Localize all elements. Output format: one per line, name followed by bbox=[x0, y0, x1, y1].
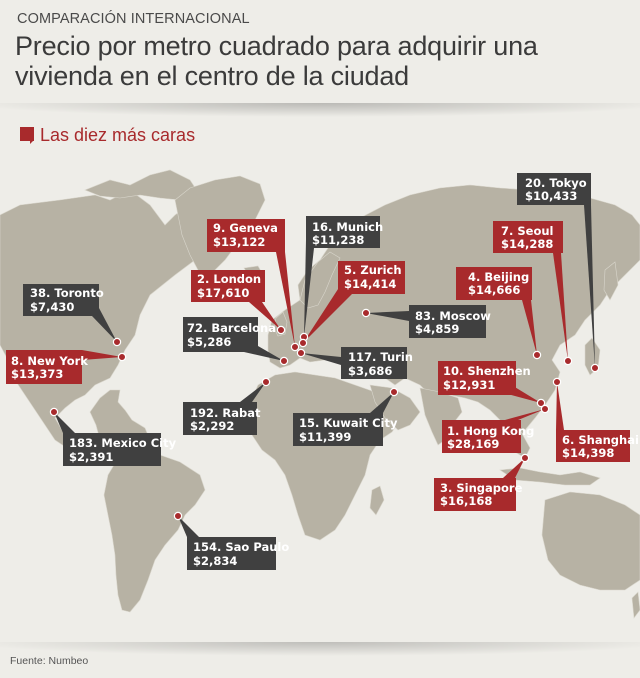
svg-text:2. London: 2. London bbox=[197, 272, 261, 286]
header: COMPARACIÓN INTERNACIONAL Precio por met… bbox=[0, 0, 640, 103]
svg-text:3. Singapore: 3. Singapore bbox=[440, 481, 523, 495]
leader-lines bbox=[54, 205, 595, 537]
title-line-1: Precio por metro cuadrado para adquirir … bbox=[15, 31, 538, 61]
dot-barcelona[interactable] bbox=[279, 356, 289, 366]
svg-text:183. Mexico City: 183. Mexico City bbox=[69, 436, 177, 450]
svg-text:$3,686: $3,686 bbox=[348, 364, 392, 378]
svg-text:154. Sao Paulo: 154. Sao Paulo bbox=[193, 540, 289, 554]
label-seoul: 7. Seoul $14,288 bbox=[493, 221, 563, 253]
dot-sao-paulo[interactable] bbox=[173, 511, 183, 521]
svg-text:1. Hong Kong: 1. Hong Kong bbox=[447, 424, 534, 438]
svg-text:$2,391: $2,391 bbox=[69, 450, 113, 464]
label-geneva: 9. Geneva $13,122 bbox=[207, 219, 285, 252]
svg-text:$7,430: $7,430 bbox=[30, 300, 74, 314]
label-toronto: 38. Toronto $7,430 bbox=[23, 284, 104, 316]
kicker: COMPARACIÓN INTERNACIONAL bbox=[17, 11, 250, 27]
label-rabat: 192. Rabat $2,292 bbox=[183, 402, 261, 435]
dot-london[interactable] bbox=[276, 325, 286, 335]
svg-text:$13,373: $13,373 bbox=[11, 367, 63, 381]
legend-label: Las diez más caras bbox=[40, 124, 196, 145]
svg-text:8. New York: 8. New York bbox=[11, 354, 88, 368]
svg-text:$17,610: $17,610 bbox=[197, 286, 249, 300]
dot-shenzhen[interactable] bbox=[536, 398, 546, 408]
label-sao-paulo: 154. Sao Paulo $2,834 bbox=[187, 537, 289, 570]
dot-shanghai[interactable] bbox=[552, 377, 562, 387]
city-dots bbox=[49, 308, 600, 521]
svg-text:$2,834: $2,834 bbox=[193, 554, 237, 568]
svg-text:4. Beijing: 4. Beijing bbox=[468, 270, 529, 284]
dot-mexico-city[interactable] bbox=[49, 407, 59, 417]
dot-toronto[interactable] bbox=[112, 337, 122, 347]
dot-moscow[interactable] bbox=[361, 308, 371, 318]
dot-zurich[interactable] bbox=[298, 338, 308, 348]
dot-kuwait[interactable] bbox=[389, 387, 399, 397]
dot-new-york[interactable] bbox=[117, 352, 127, 362]
label-moscow: 83. Moscow $4,859 bbox=[409, 305, 491, 338]
label-hong-kong: 1. Hong Kong $28,169 bbox=[442, 420, 534, 453]
label-kuwait-city: 15. Kuwait City $11,399 bbox=[293, 413, 398, 446]
label-london: 2. London $17,610 bbox=[191, 270, 265, 302]
svg-text:$5,286: $5,286 bbox=[187, 335, 231, 349]
svg-text:20. Tokyo: 20. Tokyo bbox=[525, 176, 587, 190]
title-line-2: vivienda en el centro de la ciudad bbox=[15, 61, 409, 91]
dot-tokyo[interactable] bbox=[590, 363, 600, 373]
svg-text:$16,168: $16,168 bbox=[440, 494, 492, 508]
svg-text:38. Toronto: 38. Toronto bbox=[30, 286, 104, 300]
svg-text:192. Rabat: 192. Rabat bbox=[190, 406, 261, 420]
svg-text:5. Zurich: 5. Zurich bbox=[344, 263, 402, 277]
source-note: Fuente: Numbeo bbox=[10, 655, 89, 667]
speech-bubble-icon bbox=[20, 127, 34, 144]
dot-geneva[interactable] bbox=[290, 342, 300, 352]
svg-text:$13,122: $13,122 bbox=[213, 235, 265, 249]
svg-text:$11,399: $11,399 bbox=[299, 430, 351, 444]
svg-text:6. Shanghai: 6. Shanghai bbox=[562, 433, 639, 447]
dot-turin[interactable] bbox=[296, 348, 306, 358]
label-new-york: 8. New York $13,373 bbox=[6, 350, 88, 384]
svg-text:7. Seoul: 7. Seoul bbox=[501, 224, 554, 238]
svg-text:$14,414: $14,414 bbox=[344, 277, 396, 291]
svg-text:117. Turin: 117. Turin bbox=[348, 350, 413, 364]
svg-text:15. Kuwait City: 15. Kuwait City bbox=[299, 416, 398, 430]
svg-text:$14,666: $14,666 bbox=[468, 283, 520, 297]
svg-text:16. Munich: 16. Munich bbox=[312, 220, 383, 234]
footer-shadow bbox=[0, 642, 640, 656]
svg-text:$2,292: $2,292 bbox=[190, 419, 234, 433]
dot-rabat[interactable] bbox=[261, 377, 271, 387]
label-mexico-city: 183. Mexico City $2,391 bbox=[63, 433, 177, 466]
header-shadow bbox=[0, 103, 640, 117]
svg-text:10. Shenzhen: 10. Shenzhen bbox=[443, 364, 531, 378]
legend-top10: Las diez más caras bbox=[20, 124, 195, 146]
svg-text:$10,433: $10,433 bbox=[525, 189, 577, 203]
dot-singapore[interactable] bbox=[520, 453, 530, 463]
label-barcelona: 72. Barcelona $5,286 bbox=[183, 317, 276, 352]
page-title: Precio por metro cuadrado para adquirir … bbox=[15, 31, 538, 91]
label-shanghai: 6. Shanghai $14,398 bbox=[556, 430, 639, 462]
label-munich: 16. Munich $11,238 bbox=[306, 216, 383, 248]
labels: 9. Geneva $13,122 2. London $17,610 16. … bbox=[6, 173, 639, 570]
dot-beijing[interactable] bbox=[532, 350, 542, 360]
svg-text:9. Geneva: 9. Geneva bbox=[213, 221, 278, 235]
svg-text:$12,931: $12,931 bbox=[443, 378, 495, 392]
svg-text:$14,398: $14,398 bbox=[562, 446, 614, 460]
label-zurich: 5. Zurich $14,414 bbox=[338, 261, 405, 294]
label-singapore: 3. Singapore $16,168 bbox=[434, 478, 523, 511]
label-beijing: 4. Beijing $14,666 bbox=[456, 267, 532, 300]
label-turin: 117. Turin $3,686 bbox=[341, 347, 413, 379]
label-shenzhen: 10. Shenzhen $12,931 bbox=[438, 361, 531, 395]
label-tokyo: 20. Tokyo $10,433 bbox=[517, 173, 591, 205]
dot-seoul[interactable] bbox=[563, 356, 573, 366]
svg-text:83. Moscow: 83. Moscow bbox=[415, 309, 491, 323]
dot-hong-kong[interactable] bbox=[540, 404, 550, 414]
svg-text:72. Barcelona: 72. Barcelona bbox=[187, 321, 276, 335]
svg-text:$11,238: $11,238 bbox=[312, 233, 364, 247]
svg-text:$4,859: $4,859 bbox=[415, 322, 459, 336]
world-map: 9. Geneva $13,122 2. London $17,610 16. … bbox=[0, 169, 640, 619]
svg-text:$14,288: $14,288 bbox=[501, 237, 553, 251]
svg-text:$28,169: $28,169 bbox=[447, 437, 499, 451]
